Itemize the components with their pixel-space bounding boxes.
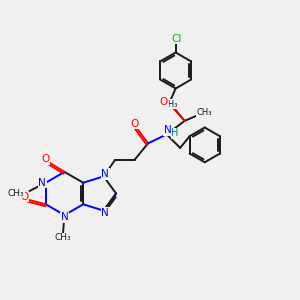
Text: CH₃: CH₃ bbox=[55, 233, 71, 242]
Text: N: N bbox=[38, 178, 46, 188]
Text: O: O bbox=[21, 191, 29, 202]
Text: N: N bbox=[164, 125, 172, 135]
Text: N: N bbox=[61, 212, 68, 223]
Text: O: O bbox=[130, 118, 138, 129]
Text: N: N bbox=[101, 169, 109, 179]
Text: Cl: Cl bbox=[171, 34, 182, 44]
Text: CH₃: CH₃ bbox=[163, 100, 178, 109]
Text: O: O bbox=[41, 154, 50, 164]
Text: CH₃: CH₃ bbox=[8, 189, 24, 198]
Text: N: N bbox=[101, 208, 109, 218]
Text: CH₃: CH₃ bbox=[196, 108, 212, 117]
Text: O: O bbox=[160, 97, 168, 107]
Text: H: H bbox=[171, 128, 179, 138]
